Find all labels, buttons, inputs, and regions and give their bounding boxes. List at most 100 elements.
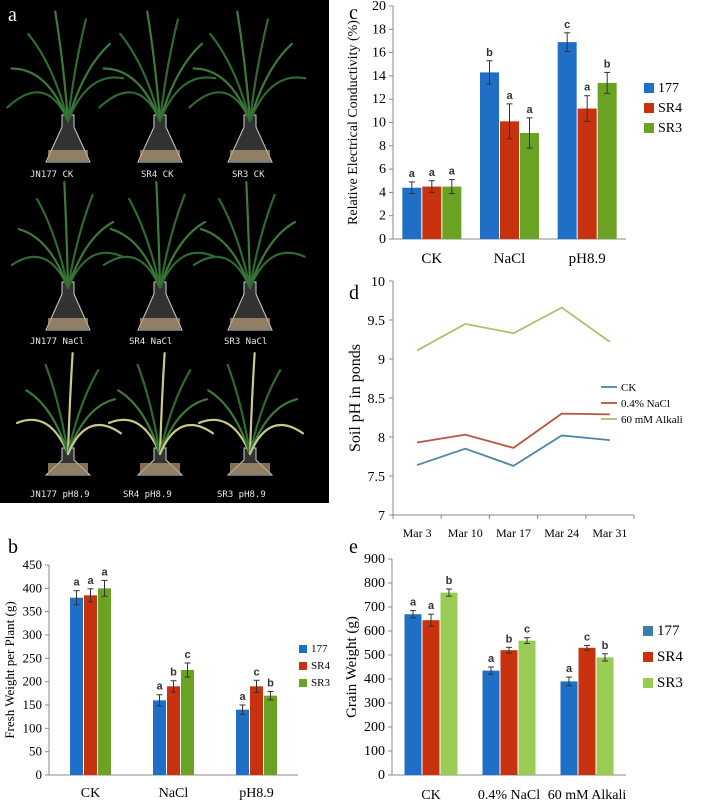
flask-1-1 [102,181,216,331]
leaf [155,181,162,290]
bar-SR4-CK [84,595,97,775]
leaf [66,352,74,456]
bar-177-60 mM Alkali [560,681,578,775]
y-tick-label: 800 [364,576,385,591]
y-tick-label: 7 [378,509,385,524]
leaf [248,193,276,290]
bar-177-pH8.9 [557,42,577,239]
y-tick-label: 12 [372,92,386,107]
leaf [248,369,282,456]
panel-d-letter: d [349,282,359,304]
caption-sr3-nacl: SR3 NaCl [224,337,268,347]
leaf [248,42,293,123]
bar-177-pH8.9 [236,709,249,775]
bar-SR4-pH8.9 [577,108,597,240]
bar-SR3-NaCl [520,132,539,239]
flask-1-2 [192,181,306,331]
x-category-label: NaCl [494,251,526,267]
leaf [192,67,252,123]
significance-letter: a [73,577,80,589]
leaf [158,18,180,123]
significance-letter: a [506,90,513,102]
legend-label-60 mM Alkali: 60 mM Alkali [621,414,683,426]
series-line-0.4% NaCl [416,412,610,449]
bar-SR4-NaCl [500,121,519,239]
flask-liquid [230,150,270,161]
flask-liquid [140,318,180,329]
y-tick-label: 150 [23,697,43,712]
y-tick-label: 20 [372,0,386,14]
y-tick-label: 0 [379,232,386,247]
panel-c-letter: c [349,2,358,24]
leaf [218,197,252,290]
leaf [136,363,162,456]
flask-2-0 [15,352,123,476]
flask-liquid [48,463,88,474]
y-tick-label: 6 [379,162,386,177]
y-tick-label: 4 [379,185,386,200]
leaf [207,389,252,456]
significance-letter: a [429,167,436,179]
significance-letter: b [604,58,611,70]
bar-SR3-CK [440,592,458,775]
leaf [158,352,166,456]
leaf [66,18,88,123]
legend-swatch-177 [643,626,653,636]
bar-177-CK [70,597,83,775]
y-tick-label: 7.5 [368,470,386,485]
leaf [236,10,252,123]
x-category-label: Mar 24 [544,526,579,540]
legend-label-SR3: SR3 [657,675,683,691]
x-category-label: Mar 3 [403,526,432,540]
leaf [54,10,70,123]
y-tick-label: 10 [372,116,386,131]
significance-letter: a [488,653,495,665]
leaf [245,181,252,290]
leaf [158,251,216,290]
significance-letter: b [602,640,609,652]
leaf [158,193,186,290]
leaf [248,18,270,123]
leaf [146,10,162,123]
bar-SR4-0.4% NaCl [500,650,518,775]
legend-swatch-177 [644,83,654,93]
leaf [158,369,192,456]
legend-swatch-177 [299,645,307,653]
leaf [102,67,162,123]
chart-c: 0 2 4 6 8 10 12 14 16 18 20 Relative Electrical Con… [346,0,682,267]
significance-letter: c [564,19,570,31]
x-category-label: CK [421,788,440,803]
series-line-CK [416,434,610,467]
legend-label-0.4% NaCl: 0.4% NaCl [621,398,670,410]
bar-177-NaCl [153,700,166,775]
y-tick-label: 200 [364,720,385,735]
flask-liquid [230,463,270,474]
y-tick-label: 200 [23,674,43,689]
bar-SR4-60 mM Alkali [578,647,596,775]
significance-letter: a [584,82,591,94]
significance-letter: b [506,633,513,645]
series-line-60 mM Alkali [416,306,611,352]
significance-letter: a [101,566,108,578]
legend-label-177: 177 [311,643,328,655]
panel-b-letter: b [8,536,18,558]
y-tick-label: 500 [364,648,385,663]
flask-0-0 [6,10,125,163]
significance-letter: b [267,677,274,689]
leaf [25,389,70,456]
bar-SR4-CK [422,186,442,239]
significance-letter: b [486,47,493,59]
y-tick-label: 450 [23,557,43,572]
caption-jn177-nacl: JN177 NaCl [30,337,85,347]
y-tick-label: 8 [378,431,385,446]
y-tick-label: 50 [29,744,42,759]
significance-letter: a [428,600,435,612]
bar-SR4-CK [422,620,440,775]
y-tick-label: 400 [364,672,385,687]
x-category-label: CK [81,786,100,801]
legend-label-SR3: SR3 [658,121,682,136]
bar-SR3-NaCl [181,670,194,775]
legend-swatch-SR4 [299,662,307,670]
legend-swatch-SR4 [644,103,654,113]
